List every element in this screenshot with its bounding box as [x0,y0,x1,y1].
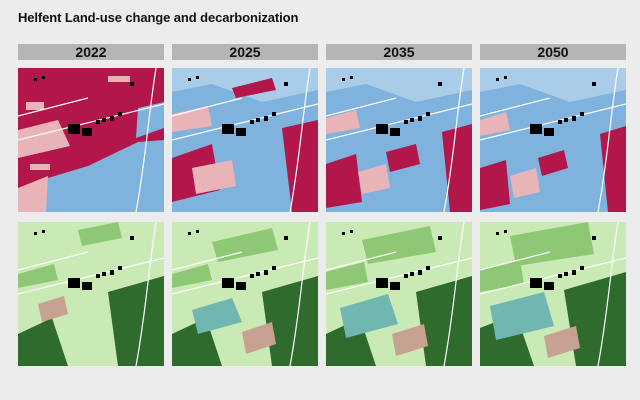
column-2035: 2035 [326,44,472,60]
land-use-map-2022 [18,68,164,212]
column-2022: 2022 [18,44,164,60]
decarbonization-map-2022 [18,222,164,366]
land-use-map-2025 [172,68,318,212]
column-2050: 2050 [480,44,626,60]
decarbonization-map-2050 [480,222,626,366]
decarbonization-map-2035 [326,222,472,366]
decarbonization-map-2025 [172,222,318,366]
page-title: Helfent Land-use change and decarbonizat… [18,10,299,25]
land-use-map-2035 [326,68,472,212]
land-use-map-2050 [480,68,626,212]
year-label-2050: 2050 [480,44,626,60]
year-label-2025: 2025 [172,44,318,60]
year-label-2022: 2022 [18,44,164,60]
column-2025: 2025 [172,44,318,60]
year-label-2035: 2035 [326,44,472,60]
